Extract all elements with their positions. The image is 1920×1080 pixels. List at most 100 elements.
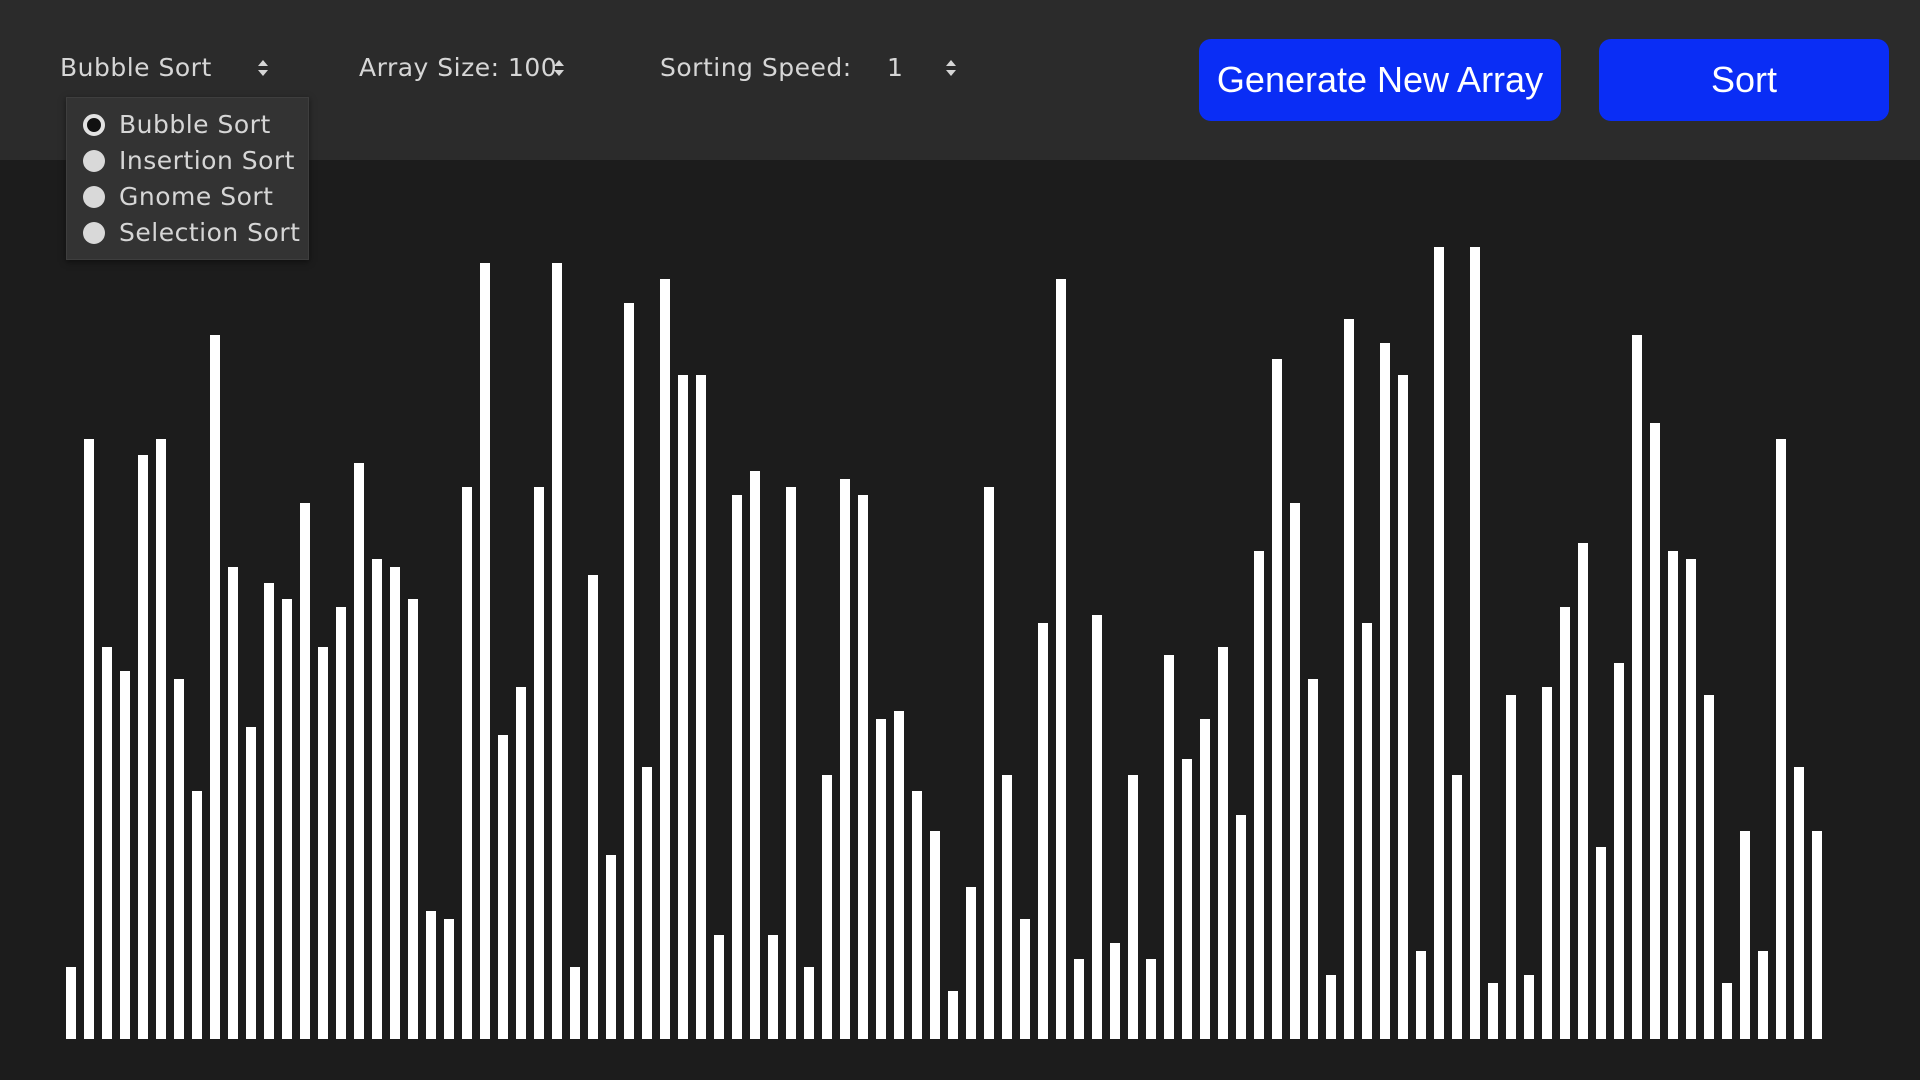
radio-unchecked-icon <box>83 186 105 208</box>
array-bar <box>1200 719 1210 1039</box>
array-bar <box>282 599 292 1039</box>
algorithm-select-value: Bubble Sort <box>60 53 212 82</box>
array-bar <box>354 463 364 1039</box>
array-bar <box>1560 607 1570 1039</box>
array-bar <box>1686 559 1696 1039</box>
array-bar <box>1470 247 1480 1039</box>
array-bar <box>1488 983 1498 1039</box>
array-bar <box>156 439 166 1039</box>
array-bar <box>1704 695 1714 1039</box>
array-bar <box>102 647 112 1039</box>
array-bar <box>1254 551 1264 1039</box>
array-bar <box>606 855 616 1039</box>
array-bar <box>1722 983 1732 1039</box>
array-bar <box>336 607 346 1039</box>
array-bar <box>1236 815 1246 1039</box>
array-bar <box>804 967 814 1039</box>
array-bar <box>1056 279 1066 1039</box>
array-bar <box>642 767 652 1039</box>
array-bar <box>1524 975 1534 1039</box>
array-bar <box>210 335 220 1039</box>
array-bar <box>1794 767 1804 1039</box>
array-bar <box>1812 831 1822 1039</box>
algorithm-select[interactable]: Bubble Sort <box>60 50 275 86</box>
array-bar <box>786 487 796 1039</box>
select-arrows-icon <box>944 50 958 86</box>
array-bar <box>84 439 94 1039</box>
array-bar <box>534 487 544 1039</box>
array-bar <box>876 719 886 1039</box>
array-size-select-value: Array Size: 100 <box>359 53 558 82</box>
array-bar <box>732 495 742 1039</box>
array-bar <box>1668 551 1678 1039</box>
array-bar <box>390 567 400 1039</box>
array-bar <box>840 479 850 1039</box>
toolbar: Bubble Sort Array Size: 100 Sorting Spee… <box>0 0 1920 160</box>
array-bar <box>912 791 922 1039</box>
array-bar <box>1290 503 1300 1039</box>
sort-button[interactable]: Sort <box>1599 39 1889 121</box>
array-bar <box>318 647 328 1039</box>
array-bar <box>624 303 634 1039</box>
array-bar <box>1650 423 1660 1039</box>
array-bar <box>498 735 508 1039</box>
generate-new-array-button[interactable]: Generate New Array <box>1199 39 1561 121</box>
array-bar <box>552 263 562 1039</box>
array-bar <box>966 887 976 1039</box>
array-bar <box>768 935 778 1039</box>
array-bar <box>1380 343 1390 1039</box>
array-bar <box>120 671 130 1039</box>
array-bar <box>1416 951 1426 1039</box>
array-bar <box>66 967 76 1039</box>
array-bar <box>1776 439 1786 1039</box>
array-bar <box>1272 359 1282 1039</box>
array-bar <box>948 991 958 1039</box>
array-size-select[interactable]: Array Size: 100 <box>359 50 571 86</box>
array-bar <box>1164 655 1174 1039</box>
array-bar <box>1110 943 1120 1039</box>
array-bar <box>516 687 526 1039</box>
array-bar <box>1542 687 1552 1039</box>
array-bar <box>408 599 418 1039</box>
array-bar <box>1092 615 1102 1039</box>
algorithm-dropdown-menu: Bubble Sort Insertion Sort Gnome Sort Se… <box>66 97 309 260</box>
array-bar <box>1038 623 1048 1039</box>
array-bar <box>570 967 580 1039</box>
array-bar <box>1632 335 1642 1039</box>
array-bar <box>858 495 868 1039</box>
array-bar <box>1506 695 1516 1039</box>
array-bar <box>1308 679 1318 1039</box>
array-bar <box>174 679 184 1039</box>
array-bar <box>426 911 436 1039</box>
array-bar <box>372 559 382 1039</box>
array-bar <box>264 583 274 1039</box>
array-bar <box>1128 775 1138 1039</box>
array-bar <box>1218 647 1228 1039</box>
algorithm-option-label: Bubble Sort <box>119 110 271 139</box>
array-bar <box>1002 775 1012 1039</box>
algorithm-option-label: Gnome Sort <box>119 182 274 211</box>
array-bar <box>984 487 994 1039</box>
array-bar <box>750 471 760 1039</box>
array-bar <box>1452 775 1462 1039</box>
array-bar <box>1758 951 1768 1039</box>
array-bar <box>1434 247 1444 1039</box>
array-bar <box>1074 959 1084 1039</box>
sorting-speed-value: 1 <box>887 53 904 82</box>
array-bar <box>660 279 670 1039</box>
array-bar <box>930 831 940 1039</box>
array-bar <box>1362 623 1372 1039</box>
array-bar <box>1740 831 1750 1039</box>
algorithm-option-label: Insertion Sort <box>119 146 295 175</box>
array-bar <box>1182 759 1192 1039</box>
array-bar <box>192 791 202 1039</box>
array-bar <box>480 263 490 1039</box>
array-bar <box>714 935 724 1039</box>
sorting-speed-select[interactable]: Sorting Speed: 1 <box>660 50 962 86</box>
sorting-speed-label: Sorting Speed: <box>660 53 852 82</box>
array-bar <box>444 919 454 1039</box>
select-arrows-icon <box>552 50 566 86</box>
array-bar <box>1020 919 1030 1039</box>
radio-checked-icon <box>83 114 105 136</box>
algorithm-option-label: Selection Sort <box>119 218 301 247</box>
